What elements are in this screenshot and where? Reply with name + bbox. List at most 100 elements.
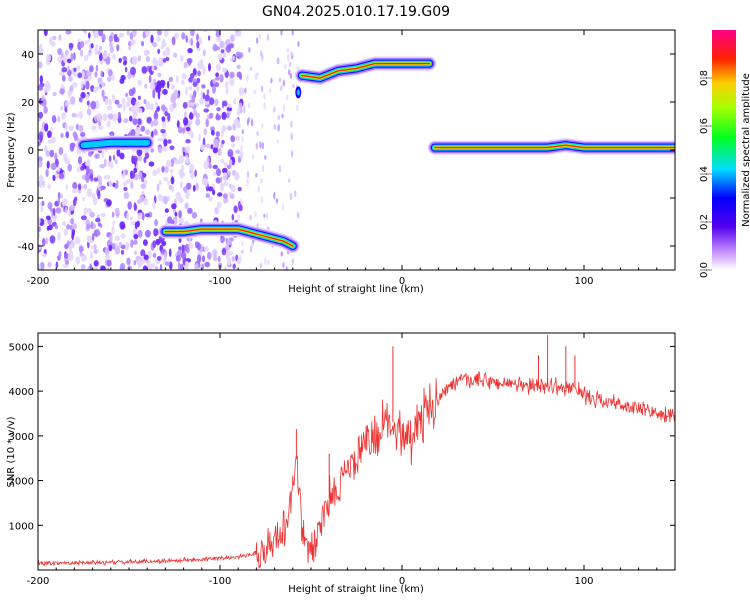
noise-speck <box>194 182 199 191</box>
noise-speck <box>194 262 199 270</box>
noise-speck <box>99 46 103 51</box>
noise-speck <box>145 30 151 37</box>
noise-speck <box>190 38 194 46</box>
noise-speck <box>229 71 235 79</box>
noise-speck <box>223 125 227 131</box>
noise-speck <box>119 263 126 270</box>
noise-speck <box>126 257 131 266</box>
noise-speck <box>244 87 247 94</box>
noise-speck <box>168 184 173 191</box>
noise-speck <box>54 224 59 230</box>
noise-speck <box>233 118 240 127</box>
noise-speck <box>215 63 221 72</box>
noise-speck <box>217 53 223 61</box>
noise-speck <box>106 174 111 180</box>
noise-speck <box>222 51 227 59</box>
noise-speck <box>106 259 112 267</box>
noise-speck <box>128 88 135 97</box>
noise-speck <box>131 105 137 113</box>
noise-speck <box>163 138 168 147</box>
noise-speck <box>55 261 59 269</box>
noise-speck <box>176 75 179 84</box>
noise-speck <box>141 40 144 47</box>
noise-speck <box>130 66 136 76</box>
noise-speck <box>185 127 191 132</box>
noise-speck <box>178 246 182 251</box>
noise-speck <box>143 254 149 260</box>
noise-speck <box>47 201 53 210</box>
colorbar-tick-label: 0.6 <box>699 118 710 134</box>
noise-speck <box>47 139 53 144</box>
noise-speck <box>38 48 44 54</box>
noise-speck <box>171 92 177 102</box>
noise-speck <box>62 75 66 82</box>
noise-speck <box>184 202 189 210</box>
noise-speck <box>60 51 64 59</box>
noise-speck <box>143 179 148 185</box>
noise-speck <box>93 249 99 254</box>
colorbar-label: Normalized spectral amplitude <box>741 73 750 227</box>
noise-speck <box>118 57 122 63</box>
noise-speck <box>180 79 185 85</box>
noise-speck <box>277 124 280 132</box>
noise-speck <box>180 251 187 259</box>
noise-speck <box>171 36 176 46</box>
noise-speck <box>203 128 208 136</box>
noise-speck <box>203 108 209 113</box>
noise-speck <box>140 249 146 257</box>
noise-speck <box>158 61 164 67</box>
noise-speck <box>39 261 45 270</box>
noise-speck <box>167 196 171 201</box>
noise-speck <box>288 178 291 183</box>
noise-speck <box>230 194 235 200</box>
snr-xlabel: Height of straight line (km) <box>288 584 424 595</box>
noise-speck <box>292 84 295 88</box>
noise-speck <box>222 197 229 204</box>
noise-speck <box>252 154 255 160</box>
noise-speck <box>58 172 65 180</box>
noise-speck <box>287 53 290 62</box>
noise-speck <box>137 259 142 268</box>
noise-speck <box>259 141 262 149</box>
noise-speck <box>67 76 73 82</box>
noise-speck <box>215 76 220 81</box>
noise-speck <box>215 30 220 36</box>
noise-speck <box>185 191 190 200</box>
noise-speck <box>227 170 231 176</box>
colorbar-tick-label: 0.0 <box>699 262 710 278</box>
noise-speck <box>181 244 185 254</box>
noise-speck <box>130 216 134 221</box>
noise-speck <box>204 261 211 268</box>
noise-speck <box>94 153 100 159</box>
noise-speck <box>125 100 131 108</box>
noise-speck <box>130 128 136 138</box>
noise-speck <box>59 193 63 199</box>
noise-speck <box>125 178 131 184</box>
noise-speck <box>152 119 159 127</box>
noise-speck <box>261 142 265 150</box>
noise-speck <box>143 156 147 164</box>
noise-speck <box>79 252 84 257</box>
noise-speck <box>281 203 285 211</box>
noise-speck <box>58 34 62 41</box>
noise-speck <box>152 57 158 66</box>
noise-speck <box>77 183 82 191</box>
noise-speck <box>207 186 214 192</box>
noise-speck <box>289 72 293 79</box>
spectrogram-xtick-label: 100 <box>574 276 593 287</box>
noise-speck <box>190 72 195 79</box>
noise-speck <box>296 104 299 112</box>
noise-speck <box>198 134 201 142</box>
noise-speck <box>153 111 159 121</box>
noise-speck <box>143 99 147 105</box>
noise-speck <box>247 117 250 123</box>
noise-speck <box>231 213 235 221</box>
noise-speck <box>165 47 171 56</box>
noise-speck <box>157 72 162 78</box>
noise-speck <box>77 125 84 132</box>
noise-speck <box>95 44 99 49</box>
noise-speck <box>216 201 222 209</box>
noise-speck <box>122 182 128 186</box>
noise-speck <box>161 145 168 152</box>
